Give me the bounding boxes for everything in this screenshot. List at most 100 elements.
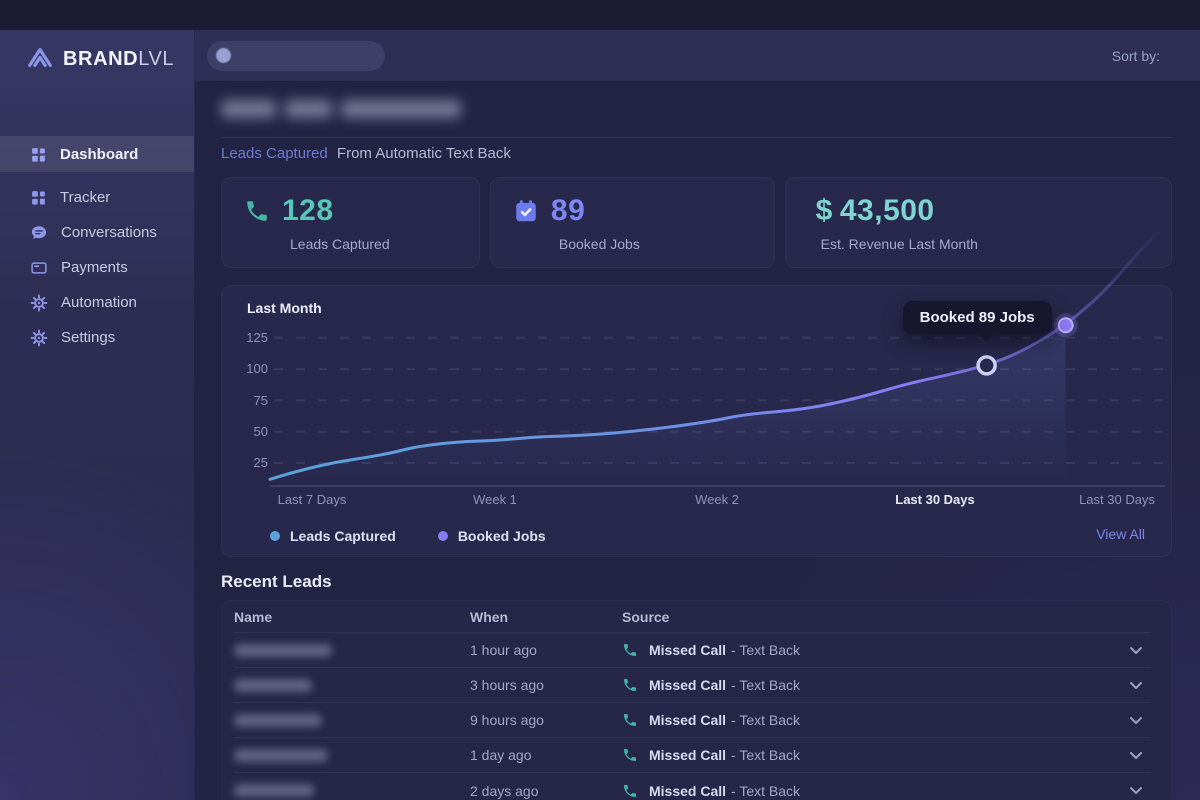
y-axis-tick: 25 [253,455,268,470]
sidebar-item-dashboard[interactable]: Dashboard [0,136,194,172]
chart-tooltip-text: Booked 89 Jobs [919,309,1035,327]
recent-leads-table: Name When Source 1 hour ago Missed Call -… [221,600,1172,800]
gear-icon [30,329,48,347]
sidebar-item-automation[interactable]: Automation [0,285,194,320]
chart-card: Last Month 125 100 75 50 25 Last 7 Days … [221,229,1172,557]
lead-when: 9 hours ago [470,712,544,728]
chevron-down-icon[interactable] [1129,646,1143,655]
table-row[interactable]: 1 hour ago Missed Call - Text Back [234,633,1151,668]
sidebar-item-label: Tracker [60,189,111,206]
table-row[interactable]: 2 days ago Missed Call - Text Back [234,773,1151,800]
phone-icon [244,198,270,224]
brand-logo[interactable]: BRANDLVL [0,30,194,74]
y-axis-tick: 75 [253,393,268,408]
redacted-name [234,748,328,762]
column-header-name: Name [234,608,273,625]
redacted-text-block [221,100,276,118]
table-row[interactable]: 1 day ago Missed Call - Text Back [234,738,1151,773]
gear-icon [30,294,48,312]
x-axis-label-emphasis: Last 30 Days [895,492,975,507]
legend-dot-purple [437,531,448,541]
lead-when: 1 day ago [470,747,532,763]
page-subtitle: Leads Captured From Automatic Text Back [221,145,1172,163]
page-title-redacted [221,100,1172,118]
stat-value: 89 [550,194,586,227]
table-row[interactable]: 9 hours ago Missed Call - Text Back [234,703,1151,738]
search-input[interactable] [207,40,385,71]
legend-dot-blue [270,531,280,541]
sidebar-item-label: Settings [61,329,116,346]
stat-card-revenue: $43,500 Est. Revenue Last Month [784,177,1172,268]
legend-label: Booked Jobs [457,528,546,544]
legend-item-booked-jobs[interactable]: Booked Jobs [437,528,546,544]
legend-label: Leads Captured [290,528,396,544]
header-divider [221,137,1172,138]
recent-leads-title: Recent Leads [221,572,332,591]
chevron-down-icon[interactable] [1129,786,1143,795]
legend-item-leads-captured[interactable]: Leads Captured [270,528,396,544]
subtitle-rest: From Automatic Text Back [336,145,511,162]
lead-source: Missed Call - Text Back [622,677,1151,693]
lead-when: 3 hours ago [470,677,544,693]
column-header-source: Source [622,608,670,625]
column-header-when: When [470,608,509,625]
main-content: Leads Captured From Automatic Text Back … [195,82,1200,800]
lead-source: Missed Call - Text Back [622,712,1151,728]
sidebar-item-label: Dashboard [60,145,139,163]
main-column: Sort by: Leads Captured From Automatic T… [195,30,1200,800]
stat-value: 128 [282,194,334,227]
currency-prefix: $ [815,194,833,227]
chevron-down-icon[interactable] [1129,681,1143,690]
sidebar-item-payments[interactable]: Payments [0,250,194,285]
chart-legend: Leads Captured Booked Jobs [270,528,546,544]
table-header-row: Name When Source [234,601,1151,633]
line-chart [268,229,1165,487]
stat-card-booked-jobs: 89 Booked Jobs [489,177,775,268]
x-axis-label: Week 2 [695,492,739,507]
phone-icon [622,642,638,658]
search-icon [216,48,231,63]
stat-label: Booked Jobs [558,236,640,252]
chevron-down-icon[interactable] [1129,716,1143,725]
redacted-text-block [285,100,332,118]
x-axis-label: Last 7 Days [277,492,347,507]
stat-label: Leads Captured [290,236,390,252]
redacted-name [234,713,322,727]
lead-when: 2 days ago [470,782,539,799]
sidebar-item-conversations[interactable]: Conversations [0,215,194,250]
chat-icon [30,224,48,242]
table-row[interactable]: 3 hours ago Missed Call - Text Back [234,668,1151,703]
subtitle-highlight: Leads Captured [221,145,328,162]
redacted-name [234,784,314,797]
view-all-link[interactable]: View All [1096,526,1145,542]
lead-when: 1 hour ago [470,642,537,658]
stat-value: 43,500 [839,194,935,227]
credit-card-icon [30,259,48,277]
lead-source: Missed Call - Text Back [622,642,1151,658]
redacted-name [234,678,312,692]
chevron-down-icon[interactable] [1129,751,1143,760]
grid-icon [30,146,47,163]
sidebar-item-label: Payments [61,259,128,276]
app-window: BRANDLVL Dashboard Tracker Conversat [0,30,1200,800]
sidebar: BRANDLVL Dashboard Tracker Conversat [0,30,195,800]
sidebar-item-settings[interactable]: Settings [0,320,194,355]
sidebar-item-tracker[interactable]: Tracker [0,180,194,215]
y-axis-tick: 125 [246,330,268,345]
x-axis-label: Week 1 [473,492,517,507]
brand-logo-icon [26,44,54,75]
stat-label: Est. Revenue Last Month [820,236,978,252]
x-axis-label: Last 30 Days [1079,492,1155,507]
lead-source: Missed Call - Text Back [622,783,1151,799]
redacted-text-block [341,100,461,118]
chart-tooltip: Booked 89 Jobs [902,301,1052,342]
sidebar-item-label: Automation [61,294,137,311]
topbar: Sort by: [195,30,1200,82]
brand-name-secondary: LVL [138,47,175,70]
brand-name-primary: BRAND [63,47,139,70]
sort-by-label: Sort by: [1111,47,1160,64]
y-axis-tick: 100 [246,361,268,376]
stat-card-leads-captured: 128 Leads Captured [221,177,480,268]
calendar-check-icon [513,198,539,224]
phone-icon [622,747,638,763]
